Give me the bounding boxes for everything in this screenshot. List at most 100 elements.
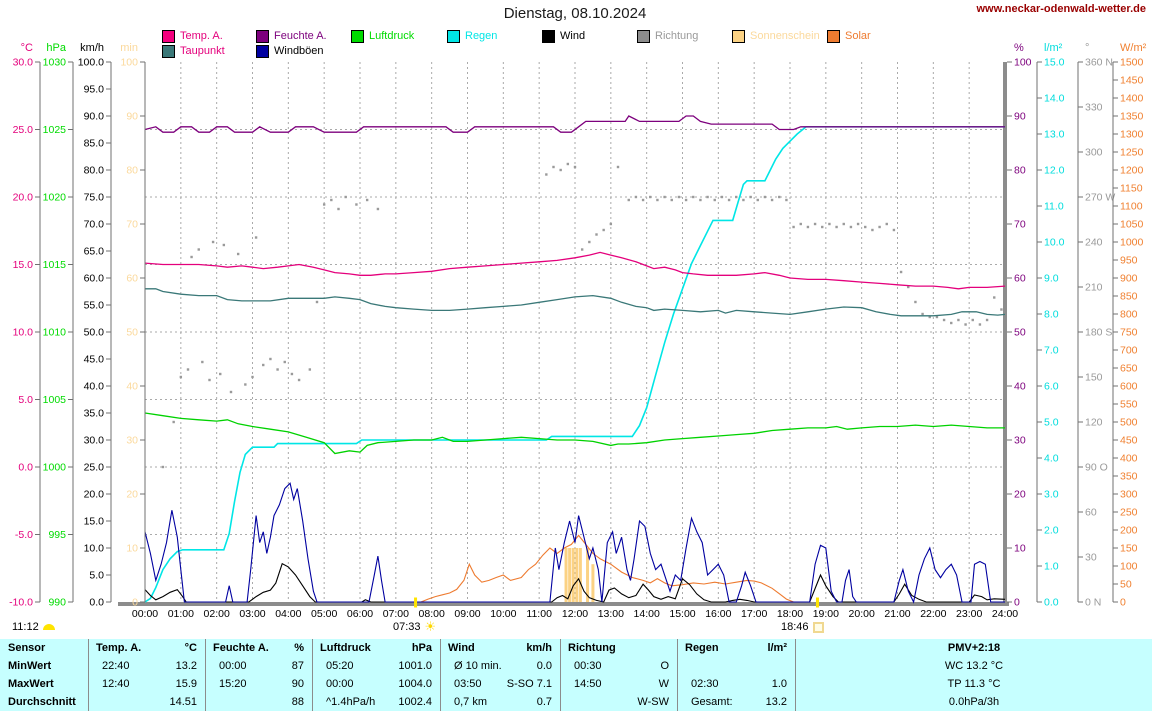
- tick-label-rain: 7.0: [1044, 345, 1059, 357]
- legend-item-feuchte: Feuchte A.: [256, 30, 327, 43]
- x-tick-label: 22:00: [920, 608, 946, 620]
- tick-label-humidity: 0: [1014, 597, 1020, 609]
- tick-label-solar_w: 500: [1120, 417, 1138, 429]
- series-richtung: [971, 318, 974, 322]
- tick-label-windspeed: 100.0: [78, 57, 104, 69]
- series-sonnenschein: [575, 548, 579, 602]
- daylight-duration: 11:12: [12, 621, 55, 633]
- series-richtung: [376, 207, 380, 211]
- series-richtung: [254, 236, 258, 239]
- stats-header-temp: Temp. A. °C: [89, 639, 205, 657]
- x-tick-label: 10:00: [490, 608, 516, 620]
- stats-row-label: Durchschnitt: [8, 696, 76, 708]
- series-richtung: [692, 195, 695, 199]
- daylight-value: 11:12: [12, 621, 39, 633]
- series-richtung: [172, 420, 175, 424]
- series-richtung: [179, 375, 183, 379]
- x-tick-label: 16:00: [705, 608, 731, 620]
- series-richtung: [201, 360, 204, 364]
- series-richtung: [856, 222, 860, 226]
- stats-temp-time: 12:40: [102, 678, 130, 690]
- series-richtung: [269, 357, 272, 361]
- tick-label-solar_w: 1200: [1120, 165, 1144, 177]
- tick-label-rain: 15.0: [1044, 57, 1065, 69]
- legend-label-regen: Regen: [465, 30, 498, 42]
- sunrise-time: 07:33: [393, 621, 421, 633]
- tick-label-solar_w: 800: [1120, 309, 1138, 321]
- x-tick-label: 06:00: [347, 608, 373, 620]
- series-richtung: [616, 165, 620, 169]
- x-tick-label: 01:00: [168, 608, 194, 620]
- tick-label-sunshine: 70: [126, 219, 138, 231]
- stats-temp-row: 12:40 15.9: [89, 675, 205, 693]
- tick-label-windspeed: 25.0: [84, 462, 105, 474]
- tick-label-windspeed: 95.0: [84, 84, 105, 96]
- tick-label-windspeed: 70.0: [84, 219, 105, 231]
- legend-swatch-feuchte: [256, 30, 269, 43]
- series-richtung: [308, 368, 312, 371]
- axis-header-rain: l/m²: [1044, 42, 1063, 54]
- series-richtung: [1000, 308, 1003, 311]
- stats-temp-row: 22:40 13.2: [89, 657, 205, 675]
- stats-unit-feuchte: %: [294, 642, 304, 654]
- tick-label-direction: 240: [1085, 237, 1103, 249]
- stats-header-regen: Regen l/m²: [678, 639, 795, 657]
- pmv-title: PMV+2:18: [947, 642, 1001, 654]
- tick-label-solar_w: 1150: [1120, 183, 1143, 195]
- stats-luftdruck-time: 05:20: [326, 660, 354, 672]
- series-sonnenschein: [586, 548, 590, 602]
- series-richtung: [907, 285, 910, 289]
- sunset-icon: [812, 621, 824, 633]
- series-richtung: [720, 195, 724, 199]
- tick-label-temp_c: -10.0: [9, 597, 33, 609]
- series-richtung: [957, 318, 960, 322]
- stats-wind-value: 0.7: [536, 696, 552, 708]
- tick-label-rain: 11.0: [1044, 201, 1064, 213]
- series-richtung: [713, 198, 716, 202]
- tick-label-windspeed: 5.0: [89, 570, 104, 582]
- stats-feuchte-value: 88: [291, 696, 304, 708]
- stats-regen-value: 13.2: [765, 696, 787, 708]
- tick-label-humidity: 30: [1014, 435, 1026, 447]
- series-richtung: [670, 198, 673, 202]
- sunrise-axis-tick: [414, 597, 418, 608]
- series-richtung: [211, 240, 215, 244]
- tick-label-sunshine: 50: [126, 327, 138, 339]
- series-richtung: [942, 318, 946, 322]
- tick-label-windspeed: 45.0: [84, 354, 105, 366]
- series-richtung: [276, 368, 279, 371]
- tick-label-rain: 0.0: [1044, 597, 1059, 609]
- series-regen: [144, 126, 1005, 603]
- x-tick-label: 17:00: [741, 608, 767, 620]
- stats-feuchte-value: 90: [291, 678, 304, 690]
- stats-wind-time: 03:50: [454, 678, 482, 690]
- tick-label-sunshine: 90: [126, 111, 138, 123]
- axis-header-direction: °: [1085, 42, 1089, 54]
- tick-label-direction: 180 S: [1085, 327, 1112, 339]
- x-tick-label: 18:00: [777, 608, 803, 620]
- x-tick-label: 12:00: [562, 608, 588, 620]
- x-tick-label: 24:00: [992, 608, 1018, 620]
- series-richtung: [799, 222, 802, 226]
- stats-row-labels: Sensor MinWert MaxWert Durchschnitt: [0, 639, 88, 711]
- stats-regen-row: 02:30 1.0: [678, 675, 795, 693]
- series-windboeen: [144, 482, 1005, 604]
- series-richtung: [677, 195, 681, 199]
- series-richtung: [161, 465, 165, 469]
- tick-label-pressure: 1000: [43, 462, 67, 474]
- x-tick-label: 15:00: [669, 608, 695, 620]
- stats-luftdruck-value: 1001.0: [398, 660, 432, 672]
- series-richtung: [627, 198, 630, 202]
- series-richtung: [602, 228, 605, 232]
- x-tick-label: 04:00: [275, 608, 301, 620]
- stats-header-luftdruck: Luftdruck hPa: [313, 639, 440, 657]
- stats-regen-value: 1.0: [771, 678, 787, 690]
- series-richtung: [186, 368, 190, 371]
- stats-feuchte-time: 15:20: [219, 678, 247, 690]
- tick-label-rain: 6.0: [1044, 381, 1059, 393]
- legend-swatch-taupunkt: [162, 45, 175, 58]
- tick-label-solar_w: 450: [1120, 435, 1138, 447]
- stats-regen-value: [787, 657, 795, 675]
- stats-temp-value: 15.9: [175, 678, 197, 690]
- tick-label-solar_w: 250: [1120, 507, 1138, 519]
